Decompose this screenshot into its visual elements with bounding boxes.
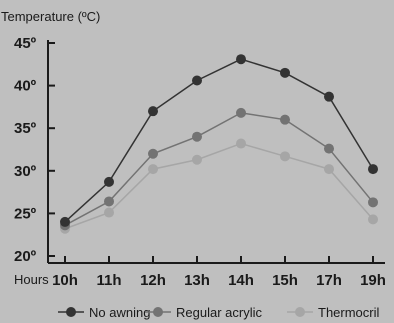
- series-line: [64, 112, 374, 226]
- data-point: [236, 107, 246, 118]
- data-point: [104, 207, 114, 218]
- data-point: [280, 67, 290, 78]
- x-tick-label: 15h: [272, 272, 298, 289]
- y-tick-label: 25º: [14, 205, 37, 222]
- legend-marker: [153, 307, 163, 317]
- x-axis-title: Hours: [14, 272, 49, 287]
- x-tick-label: 13h: [184, 272, 210, 289]
- x-tick-label: 10h: [52, 272, 78, 289]
- y-axis-ticks: 20º 25º 30º 35º 40º 45º: [14, 35, 55, 265]
- data-point: [368, 164, 378, 175]
- data-point: [104, 176, 114, 187]
- x-tick-label: 14h: [228, 272, 254, 289]
- x-axis-ticks: 10h 11h 12h 13h 14h 15h 17h 19h: [52, 256, 386, 289]
- data-point: [368, 197, 378, 208]
- data-point: [192, 131, 202, 142]
- data-point: [280, 114, 290, 125]
- y-tick-label: 45º: [14, 35, 37, 52]
- y-axis-title: Temperature (ºC): [1, 9, 100, 24]
- y-tick-label: 40º: [14, 78, 37, 95]
- data-point: [324, 164, 334, 175]
- data-point: [148, 106, 158, 117]
- legend-marker: [66, 307, 76, 317]
- data-point: [368, 214, 378, 225]
- data-point: [148, 164, 158, 175]
- data-point: [60, 216, 70, 227]
- y-tick-label: 30º: [14, 163, 37, 180]
- legend-label: Thermocril: [318, 305, 380, 320]
- data-point: [148, 148, 158, 159]
- legend-label: Regular acrylic: [176, 305, 262, 320]
- series-no-awning: [60, 54, 378, 227]
- legend-item: Regular acrylic: [145, 305, 262, 320]
- data-point: [192, 75, 202, 86]
- series-thermocril: [60, 138, 378, 234]
- legend-label: No awning: [89, 305, 150, 320]
- legend: No awning Regular acrylic Thermocril: [58, 305, 380, 320]
- data-point: [192, 154, 202, 165]
- y-tick-label: 35º: [14, 120, 37, 137]
- legend-item: No awning: [58, 305, 150, 320]
- legend-item: Thermocril: [287, 305, 380, 320]
- x-tick-label: 12h: [140, 272, 166, 289]
- series-line: [64, 58, 374, 223]
- data-point: [104, 196, 114, 207]
- legend-marker: [295, 307, 305, 317]
- series-layer: [60, 54, 378, 234]
- data-point: [324, 91, 334, 102]
- x-tick-label: 11h: [96, 272, 121, 289]
- data-point: [236, 54, 246, 65]
- series-regular-acrylic: [60, 107, 378, 231]
- x-tick-label: 17h: [316, 272, 342, 289]
- x-tick-label: 19h: [360, 272, 386, 289]
- data-point: [280, 151, 290, 162]
- y-tick-label: 20º: [14, 248, 37, 265]
- series-line: [64, 142, 374, 230]
- data-point: [236, 138, 246, 149]
- data-point: [324, 143, 334, 154]
